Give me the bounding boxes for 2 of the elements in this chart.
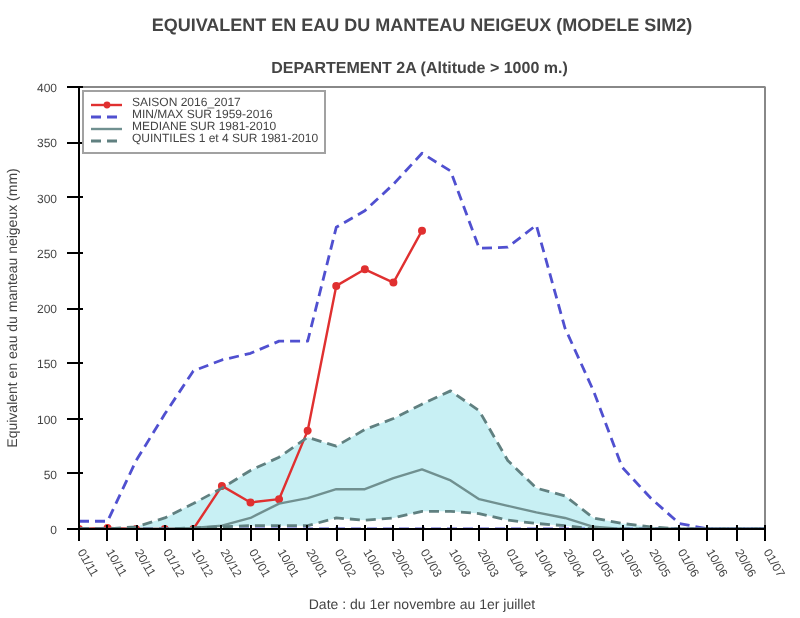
chart-subtitle: DEPARTEMENT 2A (Altitude > 1000 m.): [271, 59, 569, 77]
chart-title: EQUIVALENT EN EAU DU MANTEAU NEIGEUX (MODELE SIM2): [151, 15, 693, 35]
